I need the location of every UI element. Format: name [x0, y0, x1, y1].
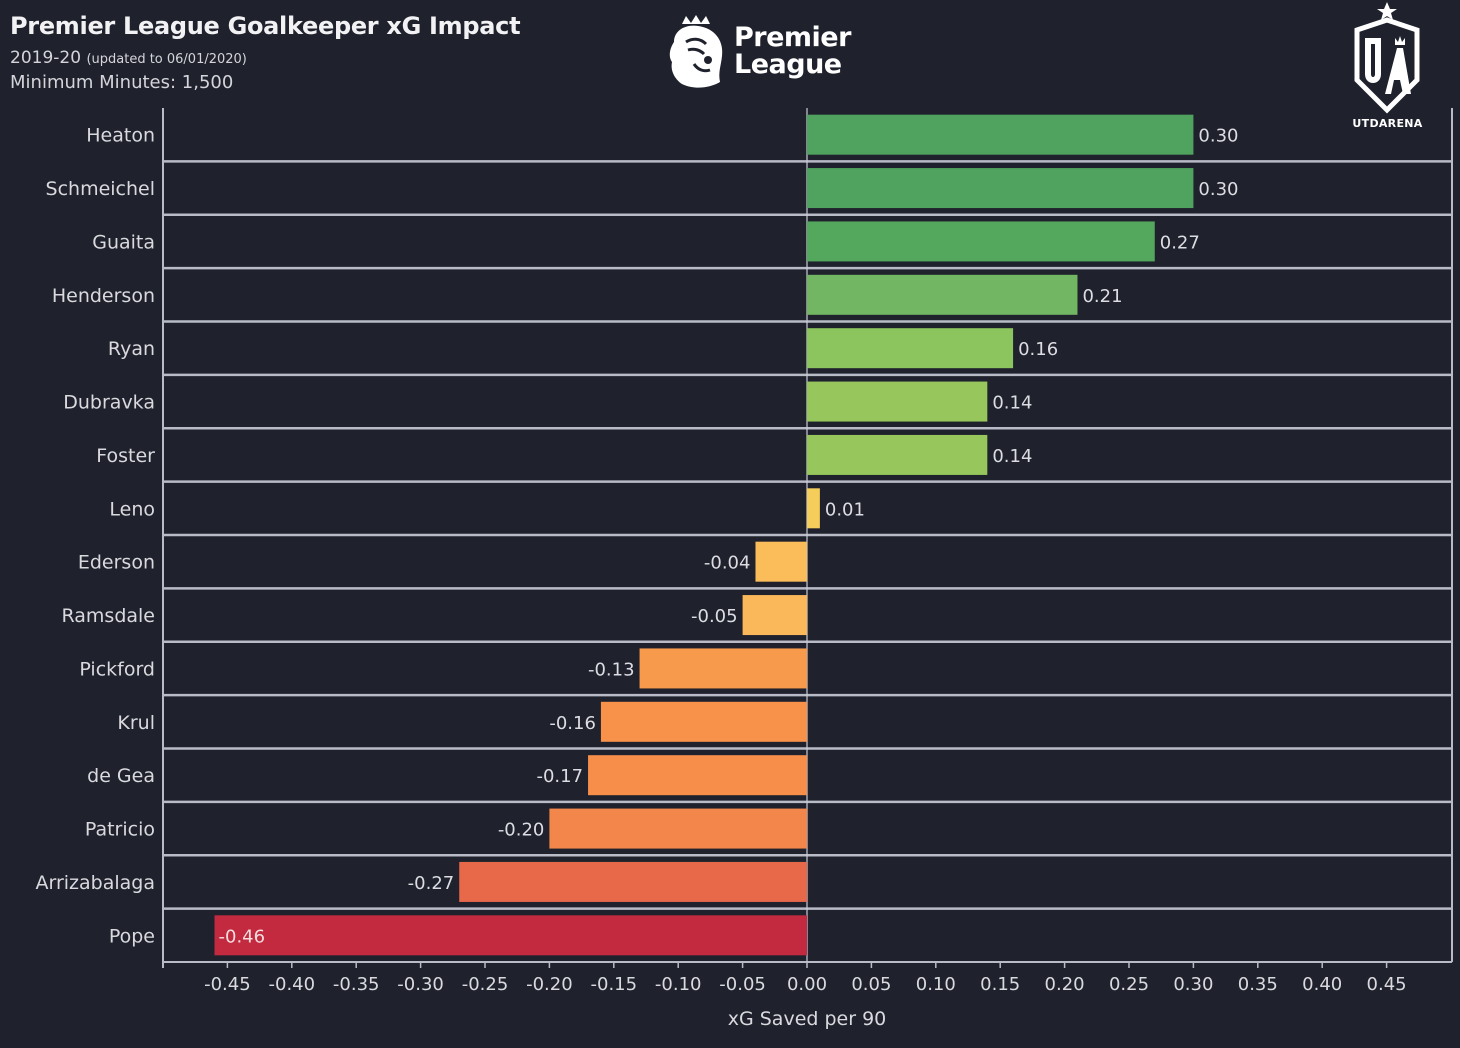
category-label: Arrizabalaga: [35, 872, 155, 894]
gridlines: [162, 108, 1453, 968]
x-tick-label: 0.00: [787, 974, 827, 995]
bar-patricio: [549, 808, 807, 849]
updated-label: (updated to 06/01/2020): [86, 52, 247, 67]
value-label: -0.04: [704, 553, 751, 574]
x-tick-label: 0.05: [851, 974, 891, 995]
x-tick-label: -0.25: [462, 974, 509, 995]
value-label: 0.01: [825, 499, 865, 520]
premier-league-logo: Premier League: [664, 14, 851, 94]
x-tick-label: -0.10: [655, 974, 702, 995]
wordmark-line2: League: [734, 49, 842, 80]
x-tick-label: 0.40: [1302, 974, 1342, 995]
category-label: Leno: [109, 498, 155, 520]
bar-arrizabalaga: [459, 861, 807, 902]
utdarena-wordmark: UTDARENA: [1352, 117, 1423, 130]
value-label: 0.30: [1198, 126, 1238, 147]
x-tick-label: -0.35: [333, 974, 380, 995]
wordmark-line1: Premier: [734, 22, 851, 53]
category-label: Heaton: [86, 125, 155, 147]
bar-guaita: [807, 221, 1155, 262]
category-label: Guaita: [92, 231, 155, 253]
x-tick-label: 0.35: [1238, 974, 1278, 995]
category-label: Krul: [117, 712, 155, 734]
bar-dubravka: [807, 381, 988, 422]
x-axis-title: xG Saved per 90: [728, 1008, 887, 1030]
value-label: -0.05: [691, 606, 738, 627]
x-tick-label: 0.15: [980, 974, 1020, 995]
category-label: Ryan: [108, 338, 155, 360]
bar-heaton: [807, 114, 1194, 155]
shield-icon: [1354, 2, 1420, 114]
category-label: Patricio: [85, 819, 155, 841]
value-label: 0.14: [992, 393, 1032, 414]
value-label: -0.20: [498, 820, 545, 841]
value-label: -0.27: [408, 873, 455, 894]
category-label: Pickford: [79, 658, 155, 680]
chart-subtitle-season: 2019-20 (updated to 06/01/2020): [10, 48, 247, 68]
value-label: 0.27: [1160, 232, 1200, 253]
bar-foster: [807, 434, 988, 475]
category-label: Foster: [96, 445, 155, 467]
lion-icon: [669, 15, 723, 88]
category-label: Ramsdale: [61, 605, 155, 627]
bar-schmeichel: [807, 168, 1194, 209]
x-tick-label: 0.10: [916, 974, 956, 995]
category-label: Dubravka: [63, 392, 155, 414]
x-tick-label: 0.20: [1045, 974, 1085, 995]
x-tick-label: -0.15: [591, 974, 638, 995]
x-tick-label: -0.45: [204, 974, 251, 995]
category-label: Ederson: [78, 552, 155, 574]
bar-pickford: [639, 648, 807, 689]
value-label: 0.30: [1198, 179, 1238, 200]
x-tick-label: 0.45: [1367, 974, 1407, 995]
bar-pope: [214, 915, 807, 956]
value-label: 0.14: [992, 446, 1032, 467]
value-label: 0.21: [1082, 286, 1122, 307]
value-labels: 0.30 0.30 0.27 0.21 0.16 0.14 0.14 0.01 -0.04 -0.…: [219, 126, 1239, 948]
x-tick-label: -0.40: [269, 974, 316, 995]
bar-leno: [807, 488, 820, 529]
x-tick-label: 0.30: [1173, 974, 1213, 995]
x-tick-label: -0.05: [719, 974, 766, 995]
bar-ederson: [755, 541, 807, 582]
utdarena-logo: UTDARENA: [1345, 2, 1430, 137]
bar-ramsdale: [742, 595, 807, 636]
value-label: -0.46: [219, 926, 266, 947]
x-tick-label: 0.25: [1109, 974, 1149, 995]
x-axis: -0.45 -0.40 -0.35 -0.30 -0.25 -0.20 -0.15 -0.10…: [204, 962, 1407, 995]
value-label: -0.17: [536, 766, 583, 787]
bars: [214, 114, 1194, 956]
value-label: 0.16: [1018, 339, 1058, 360]
category-label: Pope: [109, 925, 155, 947]
category-label: Henderson: [52, 285, 155, 307]
bar-krul: [600, 701, 807, 742]
value-label: -0.13: [588, 659, 635, 680]
x-tick-label: -0.20: [526, 974, 573, 995]
category-label: Schmeichel: [46, 178, 155, 200]
category-labels: Heaton Schmeichel Guaita Henderson Ryan Dubra…: [35, 125, 155, 948]
chart-title: Premier League Goalkeeper xG Impact: [10, 12, 521, 40]
bar-henderson: [807, 274, 1078, 315]
minimum-minutes-label: Minimum Minutes: 1,500: [10, 72, 234, 93]
season-label: 2019-20: [10, 48, 82, 68]
value-label: -0.16: [549, 713, 596, 734]
bar-ryan: [807, 328, 1014, 369]
premier-league-wordmark: Premier League: [734, 24, 851, 78]
bar-de-gea: [588, 755, 807, 796]
category-label: de Gea: [87, 765, 155, 787]
x-tick-label: -0.30: [397, 974, 444, 995]
